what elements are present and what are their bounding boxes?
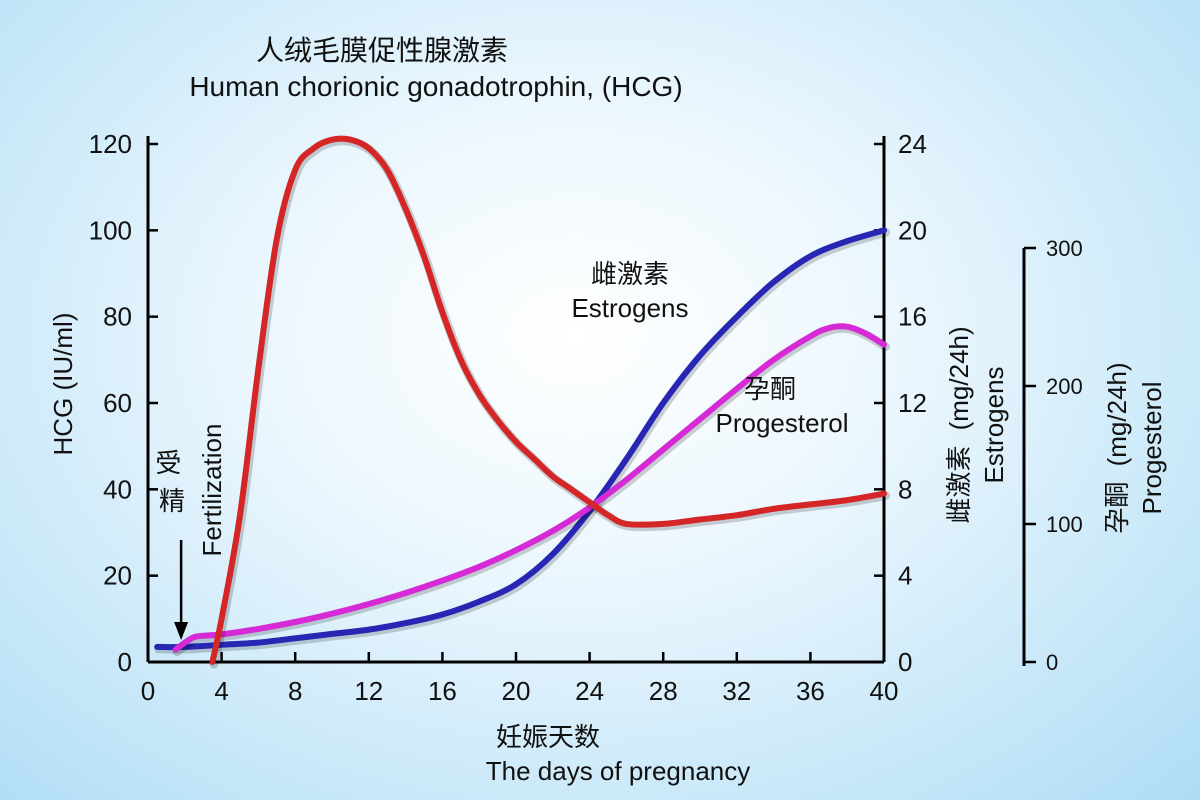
- estrogens-axis-title-unit: (mg/24h): [944, 326, 974, 430]
- hcg-series-line: [209, 135, 887, 665]
- estrogens-axis-title: 雌激素 (mg/24h): [944, 326, 974, 523]
- estrogens-axis-title-english: Estrogens: [979, 366, 1009, 483]
- progesterol-axis-title-english: Progesterol: [1137, 382, 1167, 515]
- x-tick-label: 24: [575, 676, 604, 706]
- hcg-tick-label: 20: [103, 561, 132, 591]
- x-tick-label: 36: [796, 676, 825, 706]
- hcg-tick-label: 40: [103, 474, 132, 504]
- x-axis-title-english: The days of pregnancy: [486, 756, 751, 786]
- progesterol-tick-label: 100: [1046, 512, 1083, 537]
- hcg-tick-label: 60: [103, 388, 132, 418]
- x-tick-label: 20: [502, 676, 531, 706]
- chart-title-english: Human chorionic gonadotrophin, (HCG): [189, 71, 682, 102]
- fertilization-label-english: Fertilization: [197, 424, 227, 557]
- hcg-tick-label: 120: [89, 129, 132, 159]
- progesterol-tick-label: 300: [1046, 236, 1083, 261]
- estrogens-tick-label: 0: [898, 647, 912, 677]
- progesterol-label-english: Progesterol: [716, 408, 849, 438]
- estrogens-tick-label: 4: [898, 561, 912, 591]
- x-tick-label: 4: [214, 676, 228, 706]
- fertilization-arrow-head: [174, 622, 189, 640]
- x-tick-label: 0: [141, 676, 155, 706]
- fertilization-arrow: [174, 540, 189, 640]
- progesterol-axis-title-chinese: 孕酮: [1102, 482, 1132, 534]
- hcg-tick-label: 80: [103, 302, 132, 332]
- estrogens-label-chinese: 雌激素: [591, 259, 669, 289]
- x-tick-label: 8: [288, 676, 302, 706]
- progesterol-series-line: [172, 323, 887, 653]
- hcg-tick-label: 100: [89, 215, 132, 245]
- estrogens-series-line: [154, 227, 887, 651]
- fertilization-label-char-1: 受: [155, 448, 181, 478]
- x-tick-label: 28: [649, 676, 678, 706]
- series-layer: [154, 135, 890, 669]
- x-axis-title-chinese: 妊娠天数: [496, 722, 600, 752]
- progesterol-tick-label: 0: [1046, 650, 1058, 675]
- estrogens-tick-label: 12: [898, 388, 927, 418]
- estrogens-label-english: Estrogens: [571, 293, 688, 323]
- estrogens-tick-label: 20: [898, 215, 927, 245]
- estrogens-tick-label: 24: [898, 129, 927, 159]
- progesterol-axis-title-unit: (mg/24h): [1102, 362, 1132, 466]
- estrogens-tick-label: 8: [898, 474, 912, 504]
- chart-title-chinese: 人绒毛膜促性腺激素: [256, 35, 508, 66]
- hcg-tick-label: 0: [118, 647, 132, 677]
- fertilization-label-chinese: 受 精: [155, 448, 188, 516]
- x-tick-label: 40: [870, 676, 899, 706]
- progesterol-label-chinese: 孕酮: [744, 374, 796, 404]
- x-tick-label: 16: [428, 676, 457, 706]
- x-tick-label: 32: [722, 676, 751, 706]
- estrogens-tick-label: 16: [898, 302, 927, 332]
- x-tick-label: 12: [354, 676, 383, 706]
- hcg-axis-title: HCG (IU/ml): [48, 313, 78, 456]
- fertilization-label-char-2: 精: [159, 486, 185, 516]
- progesterol-tick-label: 200: [1046, 374, 1083, 399]
- estrogens-axis-title-chinese: 雌激素: [944, 446, 974, 524]
- progesterol-axis-title: 孕酮 (mg/24h): [1102, 362, 1132, 533]
